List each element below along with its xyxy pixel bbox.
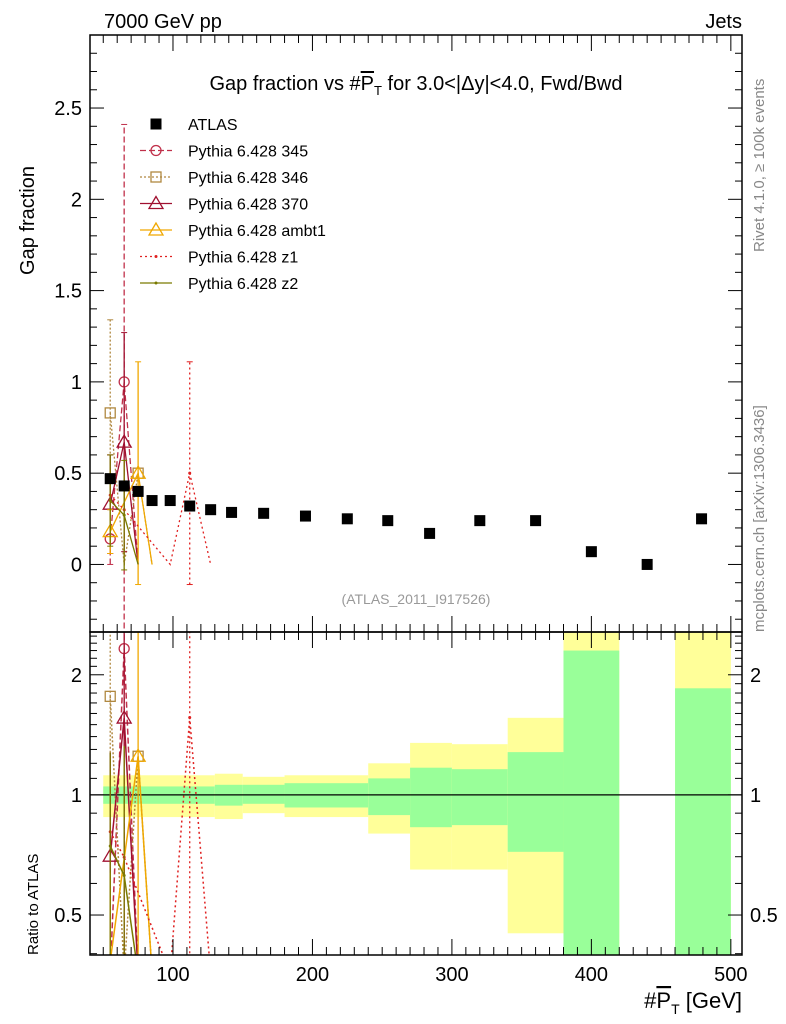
chart-title: Gap fraction vs #PT for 3.0<|Δy|<4.0, Fw… xyxy=(209,73,622,98)
mc-line xyxy=(109,473,212,566)
atlas-data-point xyxy=(205,504,217,516)
legend-label: Pythia 6.428 z2 xyxy=(188,276,298,293)
ratio-frame xyxy=(89,631,743,956)
ratio-y-tick-label-right: 1 xyxy=(750,785,761,807)
rivet-label: Rivet 4.1.0, ≥ 100k events xyxy=(751,79,768,252)
atlas-data-point xyxy=(104,473,116,485)
legend-label: ATLAS xyxy=(188,117,238,134)
x-axis-label: #PT [GeV] xyxy=(644,988,742,1017)
mc-point xyxy=(129,464,147,479)
atlas-data-point xyxy=(258,507,270,519)
ratio-band-green xyxy=(563,650,620,955)
ratio-band-green xyxy=(507,752,564,852)
mc-point xyxy=(108,499,112,503)
mc-ratio-point xyxy=(105,968,115,978)
mc-ratio-point xyxy=(129,747,147,762)
x-tick-label: 100 xyxy=(156,964,189,986)
atlas-data-point xyxy=(226,506,238,518)
ratio-band-green xyxy=(451,769,508,826)
atlas-data-point xyxy=(118,480,130,492)
y-tick-label: 2 xyxy=(71,189,82,211)
header-left: 7000 GeV pp xyxy=(104,11,222,33)
atlas-data-point xyxy=(474,515,486,527)
legend-marker xyxy=(150,118,162,130)
y-tick-label: 0 xyxy=(71,554,82,576)
mc-point xyxy=(116,433,133,448)
analysis-id: (ATLAS_2011_I917526) xyxy=(342,591,491,607)
ratio-y-tick-label-right: 2 xyxy=(750,665,761,687)
x-tick-label: 300 xyxy=(435,964,468,986)
atlas-data-point xyxy=(146,495,158,507)
ratio-band-green xyxy=(410,767,452,828)
legend-label: Pythia 6.428 z1 xyxy=(188,250,298,267)
mc-point xyxy=(104,407,116,419)
x-tick-label: 500 xyxy=(714,964,747,986)
ratio-y-tick-label: 2 xyxy=(71,665,82,687)
atlas-data-point xyxy=(424,527,436,539)
atlas-data-point xyxy=(530,515,542,527)
atlas-data-point xyxy=(585,546,597,558)
ratio-y-tick-label: 0.5 xyxy=(54,905,82,927)
mc-ratio-point xyxy=(116,709,133,724)
legend-label: Pythia 6.428 345 xyxy=(188,144,308,161)
atlas-data-point xyxy=(132,485,144,497)
ratio-y-tick-label-right: 0.5 xyxy=(750,905,778,927)
ratio-band-green xyxy=(675,688,731,955)
x-tick-label: 200 xyxy=(296,964,329,986)
legend-marker xyxy=(154,281,158,285)
legend-marker xyxy=(150,144,162,157)
mc-line xyxy=(109,412,153,565)
y-tick-label: 1 xyxy=(71,372,82,394)
atlas-data-point xyxy=(184,500,196,512)
legend-label: Pythia 6.428 370 xyxy=(188,197,308,214)
mc-point xyxy=(122,513,126,517)
legend-label: Pythia 6.428 ambt1 xyxy=(188,223,326,240)
mc-ratio-point xyxy=(122,874,126,878)
legend-marker xyxy=(150,171,162,183)
ratio-band-green xyxy=(368,778,411,816)
mc-ratio-point xyxy=(109,952,112,955)
legend-label: Pythia 6.428 346 xyxy=(188,170,308,187)
atlas-data-point xyxy=(299,510,311,522)
atlas-data-point xyxy=(696,513,708,525)
ratio-y-tick-label: 1 xyxy=(71,785,82,807)
ratio-band-green xyxy=(242,784,285,804)
y-axis-label: Gap fraction xyxy=(17,166,39,275)
atlas-data-point xyxy=(164,495,176,507)
y-tick-label: 0.5 xyxy=(54,463,82,485)
ratio-y-axis-label: Ratio to ATLAS xyxy=(25,854,42,955)
legend-marker xyxy=(147,221,165,236)
atlas-data-point xyxy=(641,558,653,570)
x-tick-label: 400 xyxy=(575,964,608,986)
header-right: Jets xyxy=(705,11,742,33)
mc-ratio-line xyxy=(109,717,210,955)
legend-marker xyxy=(154,255,158,258)
mcplots-label: mcplots.cern.ch [arXiv:1306.3436] xyxy=(751,405,768,632)
atlas-data-point xyxy=(382,515,394,527)
mc-ratio-point xyxy=(108,844,112,848)
y-tick-label: 1.5 xyxy=(54,281,82,303)
mc-ratio-point xyxy=(188,716,192,720)
legend-marker xyxy=(147,195,165,210)
mc-ratio-point xyxy=(104,690,116,702)
y-tick-label: 2.5 xyxy=(54,98,82,120)
atlas-data-point xyxy=(341,513,353,525)
mc-ratio-line xyxy=(109,696,152,955)
mc-point xyxy=(188,471,192,475)
